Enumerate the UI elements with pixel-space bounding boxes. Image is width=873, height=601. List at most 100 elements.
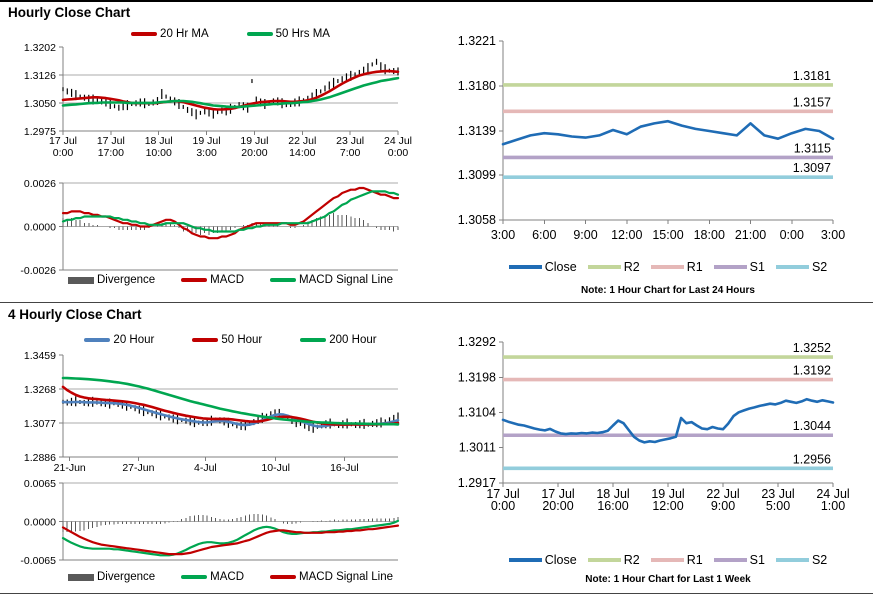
legend-swatch-ma: [300, 337, 327, 343]
svg-text:1.3157: 1.3157: [793, 95, 831, 109]
legend-item-divergence: Divergence: [67, 274, 156, 286]
section-title-hourly: Hourly Close Chart: [8, 5, 131, 20]
svg-text:1.2917: 1.2917: [458, 476, 496, 490]
svg-text:0:00: 0:00: [491, 499, 515, 513]
legend-swatch-line: [713, 558, 747, 562]
legend-swatch-line: [587, 265, 621, 269]
legend-item-s2: S2: [775, 260, 827, 274]
svg-text:4-Jul: 4-Jul: [194, 462, 217, 474]
legend-item-macd-signal-line: MACD Signal Line: [270, 274, 393, 286]
legend-item-s2: S2: [775, 553, 827, 567]
legend-label: Divergence: [96, 571, 156, 583]
hourly-macd-chart: 0.0026 0.0000 -0.0026: [20, 178, 400, 277]
svg-text:21:00: 21:00: [735, 228, 766, 242]
legend-item-20-hour: 20 Hour: [84, 334, 154, 346]
legend-swatch-line: [713, 265, 747, 269]
svg-text:17 Jul: 17 Jul: [541, 487, 574, 501]
svg-text:1.3139: 1.3139: [458, 124, 496, 138]
fourhourly-ma-legend: 20 Hour 50 Hour 200 Hour: [63, 334, 398, 346]
svg-text:0:00: 0:00: [53, 147, 74, 159]
svg-text:1.3181: 1.3181: [793, 69, 831, 83]
hourly-pivot-note: Note: 1 Hour Chart for Last 24 Hours: [581, 285, 755, 296]
svg-text:3:00: 3:00: [491, 228, 515, 242]
fourhourly-pivot-legend: Close R2 R1 S1 S2: [503, 553, 833, 567]
legend-label: S1: [749, 553, 765, 567]
legend-item-r1: R1: [650, 260, 703, 274]
svg-text:10:00: 10:00: [146, 147, 172, 159]
legend-swatch-line: [775, 558, 809, 562]
svg-text:1.3292: 1.3292: [458, 335, 496, 349]
svg-text:3:00: 3:00: [821, 228, 845, 242]
svg-text:1.3097: 1.3097: [793, 161, 831, 175]
svg-text:1.3180: 1.3180: [458, 79, 496, 93]
svg-text:1.3050: 1.3050: [24, 98, 56, 110]
legend-swatch-ma: [192, 337, 219, 343]
legend-swatch-line: [587, 558, 621, 562]
svg-text:17 Jul: 17 Jul: [49, 135, 77, 147]
legend-label: R2: [623, 553, 640, 567]
legend-swatch-line: [508, 265, 542, 269]
legend-label: Divergence: [96, 274, 156, 286]
section-divider: [0, 302, 873, 303]
svg-text:24 Jul: 24 Jul: [816, 487, 849, 501]
fourhourly-pivot-note: Note: 1 Hour Chart for Last 1 Week: [585, 574, 751, 585]
hourly-macd-legend: Divergence MACD MACD Signal Line: [63, 274, 398, 286]
legend-item-s1: S1: [713, 553, 765, 567]
svg-text:20:00: 20:00: [542, 499, 573, 513]
svg-text:1.3459: 1.3459: [24, 350, 56, 362]
hourly-ma-legend: 20 Hr MA 50 Hrs MA: [63, 28, 398, 40]
legend-swatch-ma: [131, 31, 158, 37]
legend-item-close: Close: [508, 553, 577, 567]
legend-swatch-line: [650, 558, 684, 562]
legend-label: Close: [544, 260, 577, 274]
svg-text:0.0065: 0.0065: [24, 478, 56, 490]
legend-swatch-line: [508, 558, 542, 562]
legend-label: MACD: [210, 571, 245, 583]
legend-item-s1: S1: [713, 260, 765, 274]
legend-swatch-ma: [84, 337, 111, 343]
legend-item-200-hour: 200 Hour: [300, 334, 377, 346]
legend-item-macd: MACD: [181, 571, 244, 583]
legend-swatch-ma: [246, 31, 273, 37]
legend-label: 50 Hrs MA: [275, 28, 330, 40]
svg-text:0:00: 0:00: [780, 228, 804, 242]
fourhourly-macd-legend: Divergence MACD MACD Signal Line: [63, 571, 398, 583]
svg-text:12:00: 12:00: [652, 499, 683, 513]
svg-text:17 Jul: 17 Jul: [97, 135, 125, 147]
svg-text:1.3198: 1.3198: [458, 370, 496, 384]
svg-text:1.3268: 1.3268: [24, 384, 56, 396]
legend-label: 20 Hour: [113, 334, 155, 346]
legend-label: MACD: [210, 274, 245, 286]
legend-swatch-bar: [67, 276, 94, 284]
bottom-border: [0, 593, 873, 594]
svg-text:3:00: 3:00: [196, 147, 217, 159]
legend-item-close: Close: [508, 260, 577, 274]
svg-text:0.0000: 0.0000: [24, 222, 56, 234]
svg-text:21-Jun: 21-Jun: [54, 462, 86, 474]
svg-text:18 Jul: 18 Jul: [596, 487, 629, 501]
svg-text:19 Jul: 19 Jul: [651, 487, 684, 501]
svg-text:1:00: 1:00: [821, 499, 845, 513]
svg-text:1.2975: 1.2975: [24, 126, 56, 138]
legend-label: R1: [686, 260, 703, 274]
legend-label: R1: [686, 553, 703, 567]
svg-text:22 Jul: 22 Jul: [706, 487, 739, 501]
svg-text:9:00: 9:00: [711, 499, 735, 513]
svg-text:14:00: 14:00: [289, 147, 315, 159]
legend-item-macd-signal-line: MACD Signal Line: [270, 571, 393, 583]
legend-swatch-ma: [181, 277, 208, 283]
legend-label: MACD Signal Line: [299, 571, 393, 583]
svg-text:17:00: 17:00: [98, 147, 124, 159]
svg-text:12:00: 12:00: [611, 228, 642, 242]
svg-text:1.3099: 1.3099: [458, 168, 496, 182]
svg-text:1.3058: 1.3058: [458, 213, 496, 227]
section-title-fourhourly: 4 Hourly Close Chart: [8, 307, 142, 322]
legend-label: S1: [749, 260, 765, 274]
svg-text:0.0026: 0.0026: [24, 178, 56, 190]
svg-text:19 Jul: 19 Jul: [240, 135, 268, 147]
svg-text:27-Jun: 27-Jun: [122, 462, 154, 474]
legend-label: 50 Hour: [221, 334, 263, 346]
